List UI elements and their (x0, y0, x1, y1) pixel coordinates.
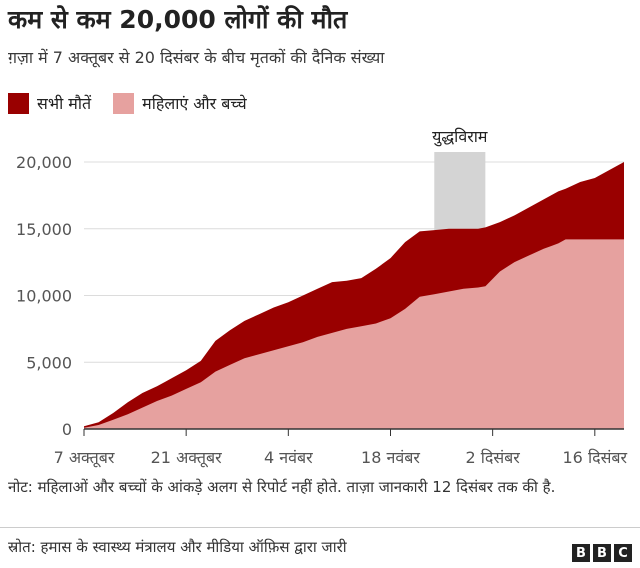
ceasefire-label: युद्धविराम (432, 127, 488, 147)
chart-note: नोट: महिलाओं और बच्चों के आंकड़े अलग से … (8, 478, 556, 496)
x-tick-label: 2 दिसंबर (465, 448, 520, 467)
ceasefire-band (434, 152, 486, 230)
y-tick-label: 5,000 (26, 353, 72, 372)
legend-label-women-children: महिलाएं और बच्चे (142, 94, 247, 113)
bbc-logo-block: C (614, 544, 632, 562)
series-area-women-children (84, 239, 624, 429)
y-tick-label: 0 (62, 420, 72, 439)
chart-legend: सभी मौतें महिलाएं और बच्चे (8, 92, 269, 114)
x-tick-label: 21 अक्तूबर (151, 448, 223, 468)
bbc-logo-block: B (572, 544, 590, 562)
legend-label-all-deaths: सभी मौतें (37, 94, 92, 113)
bbc-logo: B B C (569, 544, 632, 562)
y-tick-label: 20,000 (16, 153, 72, 172)
legend-swatch-women-children (113, 92, 135, 114)
x-tick-label: 7 अक्तूबर (54, 448, 115, 468)
x-tick-label: 16 दिसंबर (563, 448, 628, 467)
chart-annotations: युद्धविराम (432, 127, 488, 230)
chart-areas (84, 162, 624, 429)
legend-item-all-deaths: सभी मौतें (8, 92, 91, 114)
chart-title: कम से कम 20,000 लोगों की मौत (8, 5, 348, 34)
chart-axes: 0 5,000 10,000 15,000 20,000 7 अक्तूबर 21 अक्त… (16, 153, 628, 468)
chart-source: स्रोत: हमास के स्वास्थ्य मंत्रालय और मीड… (8, 538, 347, 556)
y-tick-label: 10,000 (16, 287, 72, 306)
x-tick-label: 18 नवंबर (361, 448, 420, 467)
y-tick-label: 15,000 (16, 220, 72, 239)
bbc-logo-block: B (593, 544, 611, 562)
x-tick-label: 4 नवंबर (264, 448, 313, 467)
legend-swatch-all-deaths (8, 92, 29, 114)
chart-subtitle: ग़ज़ा में 7 अक्तूबर से 20 दिसंबर के बीच … (8, 48, 385, 67)
legend-item-women-children: महिलाएं और बच्चे (113, 92, 247, 114)
footer-divider (0, 527, 640, 528)
